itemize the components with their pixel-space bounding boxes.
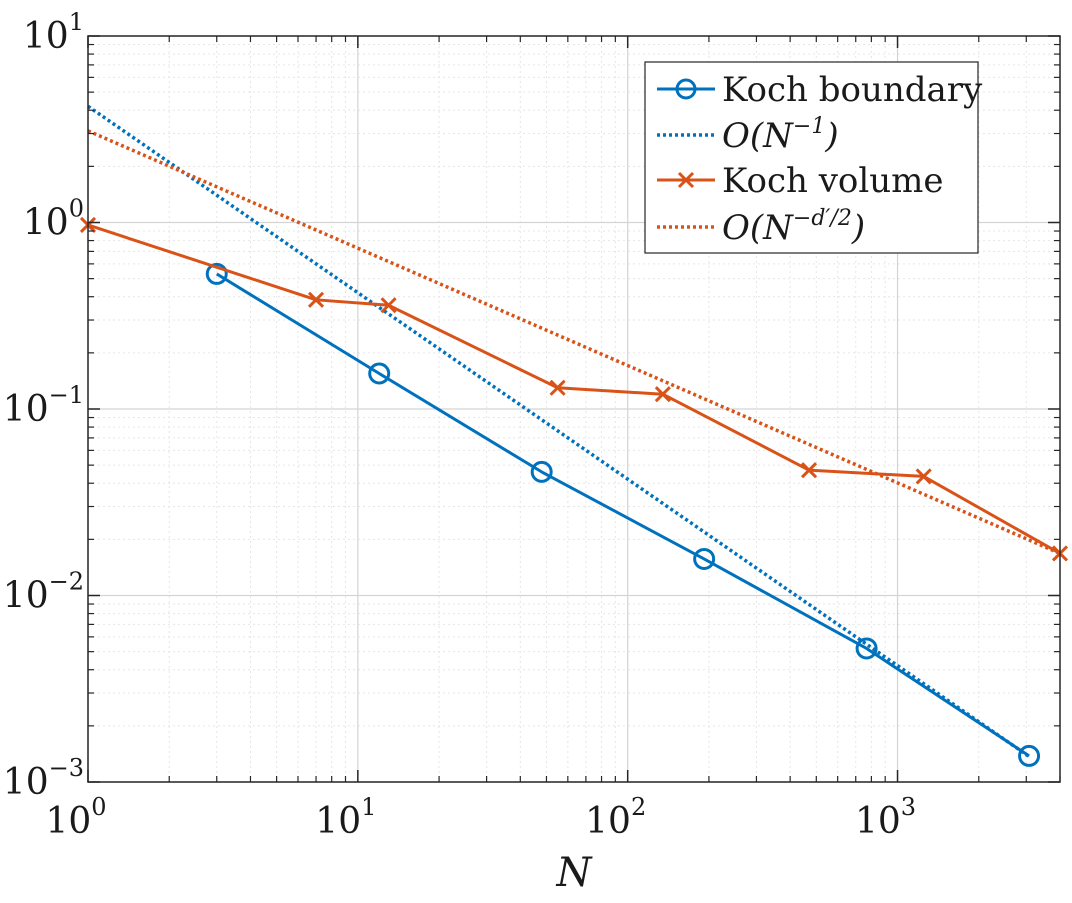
x-tick-label: 102 <box>585 793 646 842</box>
y-tick-label: 10−1 <box>3 381 84 430</box>
legend-label-o-n-fractal-base: O(N <box>722 208 794 248</box>
y-tick-label: 100 <box>23 195 84 244</box>
data-point-koch-volume <box>800 462 818 479</box>
x-tick-labels: 100 101 102 103 <box>45 793 916 842</box>
y-tick-label: 10−3 <box>3 754 84 803</box>
x-tick-label-exponent: 2 <box>631 793 646 821</box>
y-tick-label: 10−2 <box>3 568 84 617</box>
data-point-koch-volume <box>654 386 671 403</box>
data-point-koch-boundary <box>693 547 716 570</box>
legend-entry-koch-volume[interactable]: Koch volume <box>657 161 944 201</box>
x-tick-label-exponent: 0 <box>91 793 106 821</box>
axis-ticks <box>87 35 1061 783</box>
x-tick-label-exponent: 3 <box>901 793 916 821</box>
x-tick-label: 103 <box>855 793 916 842</box>
data-point-koch-boundary <box>1018 744 1041 767</box>
y-tick-label-base: 10 <box>3 762 49 803</box>
legend-label-o-n-inverse: O(N−1) <box>722 114 839 156</box>
legend-label-koch-boundary: Koch boundary <box>722 70 983 110</box>
legend-entry-koch-boundary[interactable]: Koch boundary <box>657 70 983 110</box>
legend-marker-x <box>677 171 695 189</box>
legend-marker-circle <box>675 78 697 100</box>
x-tick-label-exponent: 1 <box>361 793 376 821</box>
x-tick-label-base: 10 <box>45 801 91 842</box>
legend[interactable]: Koch boundary O(N−1) Koch volume O(N−d′/… <box>644 61 983 254</box>
legend-box <box>644 61 979 254</box>
data-point-koch-boundary <box>530 460 553 483</box>
data-point-koch-boundary <box>368 362 391 385</box>
data-point-koch-volume <box>307 291 325 308</box>
y-tick-label-base: 10 <box>3 389 49 430</box>
y-tick-label-base: 10 <box>23 203 69 244</box>
legend-label-o-n-fractal-exponent: −d′/2 <box>793 206 852 231</box>
x-tick-label-base: 10 <box>585 801 631 842</box>
legend-label-o-n-fractal: O(N−d′/2) <box>722 206 865 248</box>
series-line-koch-volume <box>87 223 1061 555</box>
legend-label-koch-volume: Koch volume <box>722 161 944 201</box>
legend-entry-o-n-inverse[interactable]: O(N−1) <box>657 114 839 156</box>
series-line-o-n-d-2- <box>87 129 1061 556</box>
x-tick-label-base: 10 <box>315 801 361 842</box>
legend-label-o-n-inverse-exponent: −1 <box>793 114 825 139</box>
data-point-koch-volume <box>549 379 566 396</box>
y-tick-label: 101 <box>23 8 84 57</box>
y-tick-label-base: 10 <box>3 576 49 617</box>
legend-label-o-n-fractal-close: ) <box>851 208 865 248</box>
y-tick-label-base: 10 <box>23 16 69 57</box>
legend-entry-o-n-fractal[interactable]: O(N−d′/2) <box>657 206 865 248</box>
x-tick-label: 101 <box>315 793 376 842</box>
y-tick-label-exponent: −1 <box>49 381 84 409</box>
data-point-koch-volume <box>380 297 397 314</box>
x-axis-label: N <box>556 850 594 896</box>
y-tick-label-exponent: −3 <box>49 754 84 782</box>
y-tick-label-exponent: −2 <box>49 568 84 596</box>
legend-label-o-n-inverse-base: O(N <box>722 116 794 156</box>
series-layer <box>79 104 1069 767</box>
series-line-o-n-1- <box>87 104 1031 758</box>
y-tick-label-exponent: 0 <box>69 195 84 223</box>
data-point-koch-volume <box>915 468 932 485</box>
data-point-koch-boundary <box>205 262 228 285</box>
x-tick-label: 100 <box>45 793 106 842</box>
legend-label-o-n-inverse-close: ) <box>824 116 838 156</box>
series-line-koch-boundary <box>215 272 1030 758</box>
data-point-koch-boundary <box>855 637 878 660</box>
x-tick-label-base: 10 <box>855 801 901 842</box>
y-tick-label-exponent: 1 <box>69 8 84 36</box>
